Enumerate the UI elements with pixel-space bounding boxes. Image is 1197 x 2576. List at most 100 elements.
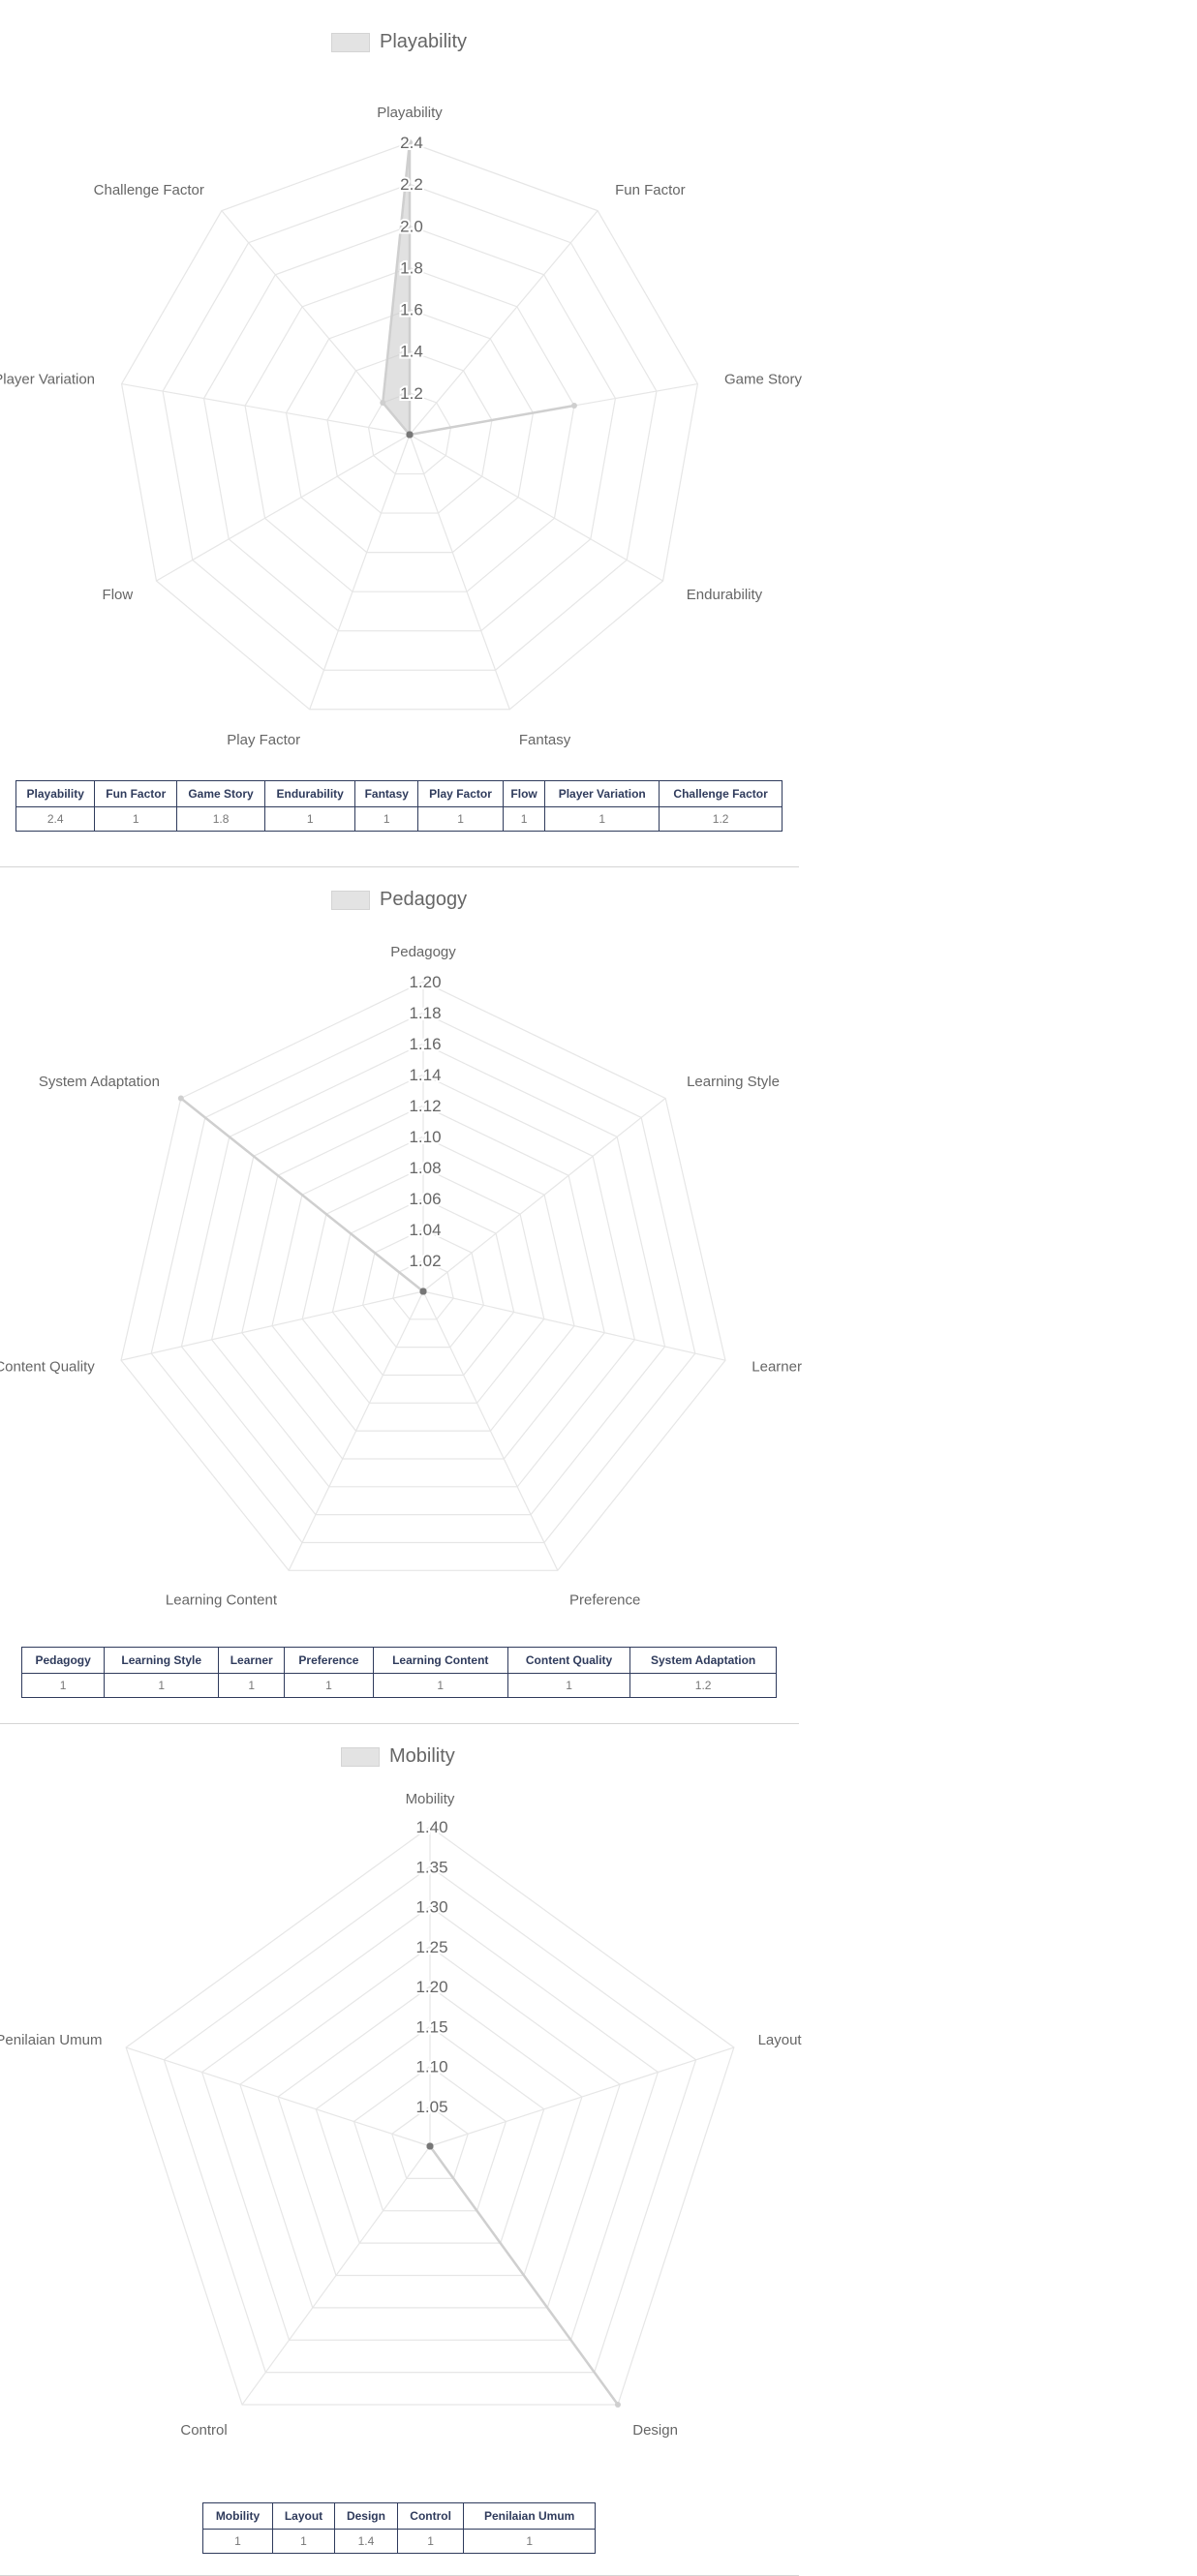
grid-ring	[241, 1105, 605, 1460]
grid-ring	[285, 308, 535, 554]
tick-label: 1.08	[409, 1159, 441, 1177]
tick-label: 1.35	[415, 1858, 447, 1876]
table-header-cell: Penilaian Umum	[463, 2502, 596, 2530]
axis-label: System Adaptation	[39, 1074, 160, 1090]
tick-label: 1.04	[409, 1221, 441, 1239]
grid-ring	[326, 350, 493, 514]
grid-spoke	[409, 210, 598, 436]
grid-spoke	[422, 1098, 666, 1292]
table-header-row: Playability Fun Factor Game Story Endurabil…	[15, 780, 783, 807]
grid-ring	[239, 1946, 621, 2309]
grid-ring	[202, 225, 617, 632]
radar-chart-playability: 1.2 1.4 1.6 1.8 2.0 2.2 2.4 Playability Fun Fact…	[0, 105, 803, 748]
axis-label: Challenge Factor	[94, 182, 204, 198]
axis-label: Game Story	[724, 372, 803, 388]
legend-swatch	[341, 1746, 380, 1767]
grid-ring	[361, 1228, 485, 1349]
tick-label: 1.16	[409, 1035, 441, 1053]
table-row: 1 1 1 1 1 1 1.2	[20, 1673, 777, 1698]
grid-spoke	[125, 2046, 431, 2147]
grid-ring	[301, 1167, 545, 1404]
table-cell: 1	[463, 2529, 596, 2554]
axis-label: Content Quality	[0, 1358, 95, 1375]
tick-label: 1.25	[415, 1938, 447, 1956]
mobility-table: Mobility Layout Design Control Penilaian Umu…	[202, 2502, 596, 2554]
tick-label: 1.10	[415, 2058, 447, 2076]
legend-label: Mobility	[389, 1745, 455, 1767]
pedagogy-table: Pedagogy Learning Style Learner Preference L…	[20, 1647, 777, 1698]
table-header-cell: Pedagogy	[20, 1647, 106, 1674]
axis-label: Layout	[758, 2032, 803, 2048]
axis-label: Learner	[752, 1358, 802, 1375]
radar-chart-mobility: 1.05 1.10 1.15 1.20 1.25 1.30 1.35 1.40 Mobility…	[0, 1791, 802, 2439]
section-divider	[0, 866, 799, 867]
axis-label: Player Variation	[0, 372, 95, 388]
axis-label: Fantasy	[519, 732, 571, 748]
pedagogy-section: Pedagogy 1.02 1.04 1.06 1.08 1.10 1.12 1.14 1.1…	[0, 867, 802, 1723]
data-point	[426, 2142, 434, 2150]
tick-label: 2.0	[400, 217, 423, 235]
tick-label: 1.14	[409, 1066, 441, 1084]
tick-label: 1.30	[415, 1898, 447, 1917]
mobility-section: Mobility 1.05 1.10 1.15 1.20 1.25 1.30 1.35 1.4…	[0, 1724, 802, 2576]
grid-ring	[271, 1136, 575, 1432]
table-cell: 1	[264, 806, 356, 832]
table-cell: 1.4	[334, 2529, 398, 2554]
grid-spoke	[288, 1290, 424, 1571]
playability-table: Playability Fun Factor Game Story Endurabil…	[15, 780, 783, 832]
table-cell: 1	[94, 806, 178, 832]
grid-ring	[163, 1865, 697, 2374]
table-cell: 1	[20, 1673, 106, 1698]
table-cell: 1	[271, 2529, 336, 2554]
axis-label: Learning Style	[687, 1074, 780, 1090]
legend[interactable]: Mobility	[341, 1745, 455, 1768]
grid-spoke	[409, 434, 510, 710]
axis-label: Playability	[377, 105, 443, 121]
grid-ring	[120, 981, 726, 1571]
data-area	[180, 1097, 424, 1292]
grid-ring	[180, 1043, 666, 1516]
grid-ring	[391, 2106, 469, 2179]
grid-ring	[353, 2065, 507, 2212]
legend-swatch	[331, 890, 370, 910]
axis-label: Play Factor	[227, 732, 300, 748]
table-row: 1 1 1.4 1 1	[202, 2529, 596, 2554]
grid-spoke	[241, 2145, 431, 2406]
table-header-cell: Game Story	[176, 780, 266, 807]
legend[interactable]: Pedagogy	[331, 889, 467, 911]
grid-ring	[392, 1259, 454, 1320]
tick-label: 1.4	[400, 343, 423, 361]
table-cell: 1	[218, 1673, 286, 1698]
axis-label: Penilaian Umum	[0, 2032, 102, 2048]
tick-label: 1.15	[415, 2017, 447, 2036]
grid-ring	[331, 1197, 515, 1377]
table-cell: 1	[104, 1673, 220, 1698]
table-header-cell: Learning Style	[104, 1647, 220, 1674]
grid-spoke	[120, 1290, 424, 1361]
table-cell: 1	[502, 806, 546, 832]
table-header-cell: Learning Content	[372, 1647, 508, 1674]
table-header-cell: Player Variation	[544, 780, 660, 807]
grid-ring	[367, 392, 452, 475]
data-point	[570, 403, 577, 409]
tick-label: 1.2	[400, 384, 423, 403]
grid-spoke	[429, 2046, 735, 2147]
axis-label: Learning Content	[166, 1592, 278, 1609]
grid-ring	[210, 1074, 636, 1488]
table-cell: 1	[202, 2529, 273, 2554]
table-cell: 1	[544, 806, 660, 832]
playability-section: Playability 1.2 1.4 1.6 1.8 2.0 2.2 2.4 Playabi…	[0, 0, 803, 866]
tick-label: 1.12	[409, 1097, 441, 1115]
table-header-cell: Design	[334, 2502, 398, 2530]
axis-label: Control	[180, 2422, 227, 2439]
table-header-cell: Mobility	[202, 2502, 273, 2530]
grid-spoke	[422, 1290, 559, 1571]
tick-label: 1.20	[415, 1978, 447, 1996]
axis-label: Pedagogy	[390, 944, 456, 960]
table-cell: 1.8	[176, 806, 266, 832]
table-header-cell: Fun Factor	[94, 780, 178, 807]
table-cell: 1.2	[659, 806, 783, 832]
grid-ring	[150, 1012, 696, 1544]
table-cell: 2.4	[15, 806, 96, 832]
legend[interactable]: Playability	[331, 31, 467, 53]
